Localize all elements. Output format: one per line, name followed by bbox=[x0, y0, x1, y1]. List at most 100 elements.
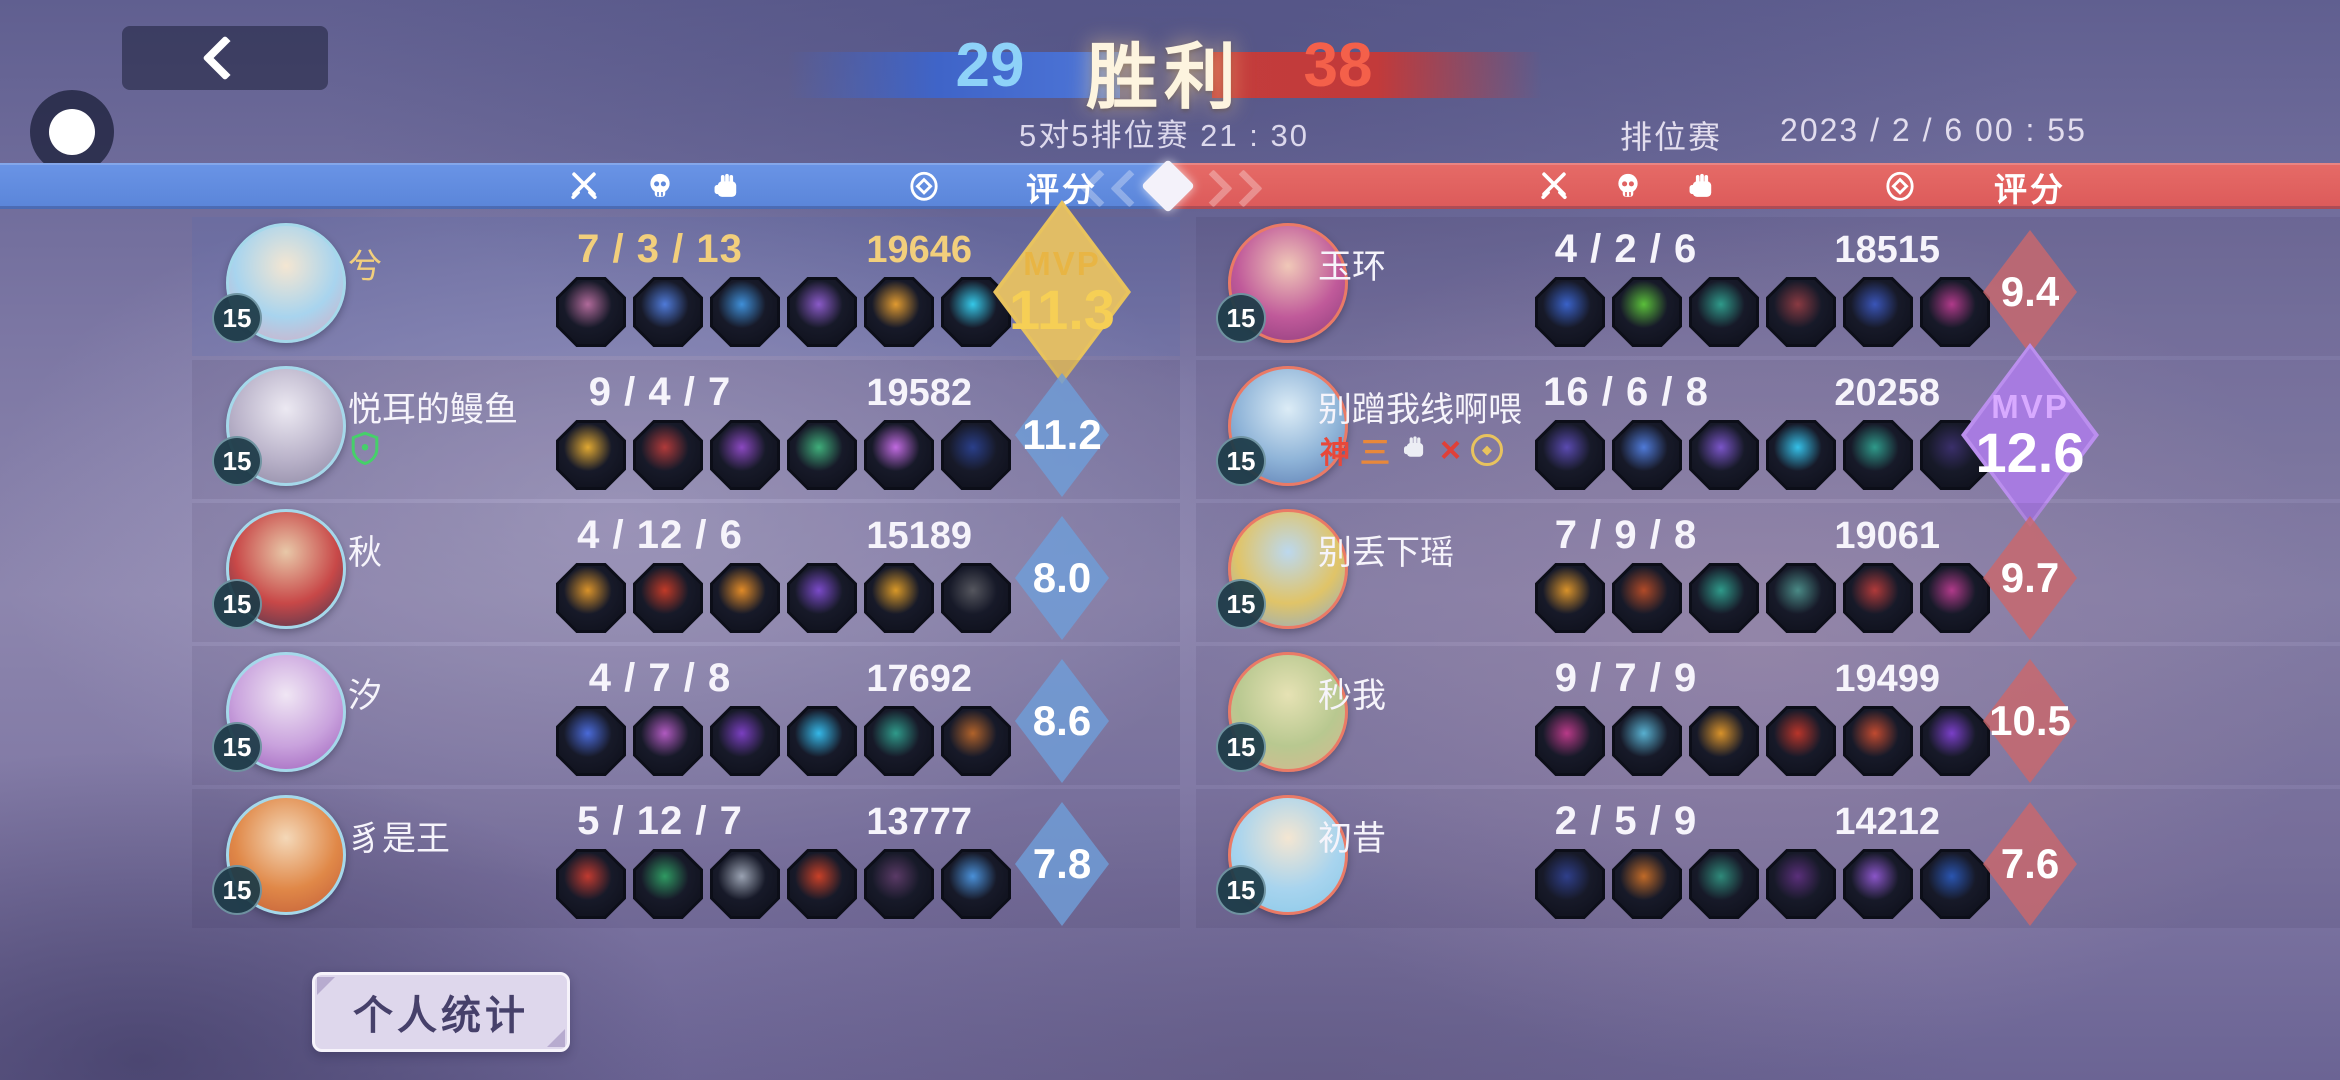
kda-value: 4 / 7 / 8 bbox=[588, 656, 732, 700]
personal-stats-button[interactable]: 个人统计 bbox=[312, 972, 570, 1052]
item-art bbox=[559, 566, 623, 630]
rating-badge: 8.0 bbox=[972, 507, 1152, 649]
player-name: 玉环 bbox=[1318, 248, 1386, 286]
player-name: 别丢下瑶 bbox=[1318, 534, 1454, 572]
item-icon[interactable] bbox=[1766, 277, 1836, 347]
item-icon[interactable] bbox=[1689, 563, 1759, 633]
item-icon[interactable] bbox=[1766, 420, 1836, 490]
player-row[interactable] bbox=[1196, 217, 2340, 356]
back-button[interactable] bbox=[122, 26, 328, 90]
item-art bbox=[1692, 423, 1756, 487]
item-icon[interactable] bbox=[1843, 563, 1913, 633]
item-icon[interactable] bbox=[787, 277, 857, 347]
kda-value: 4 / 12 / 6 bbox=[577, 513, 743, 557]
item-icon[interactable] bbox=[941, 849, 1011, 919]
avatar[interactable] bbox=[1228, 509, 1348, 629]
item-icon[interactable] bbox=[556, 706, 626, 776]
item-icon[interactable] bbox=[1689, 849, 1759, 919]
match-meta: 排位赛 2023 / 2 / 6 00 : 55 bbox=[1620, 112, 2180, 158]
item-icon[interactable] bbox=[633, 706, 703, 776]
item-icon[interactable] bbox=[1535, 420, 1605, 490]
item-icon[interactable] bbox=[633, 277, 703, 347]
item-art bbox=[1923, 280, 1987, 344]
item-icon[interactable] bbox=[787, 706, 857, 776]
camera-cutout bbox=[30, 90, 114, 174]
item-icon[interactable] bbox=[1535, 706, 1605, 776]
mvp-text: MVP 11.3 bbox=[1009, 247, 1115, 338]
item-icon[interactable] bbox=[787, 563, 857, 633]
item-icon[interactable] bbox=[633, 849, 703, 919]
player-row[interactable] bbox=[1196, 360, 2340, 499]
item-icon[interactable] bbox=[1843, 420, 1913, 490]
item-art bbox=[1846, 709, 1910, 773]
item-icon[interactable] bbox=[1535, 277, 1605, 347]
item-icon[interactable] bbox=[787, 420, 857, 490]
player-row[interactable] bbox=[1196, 789, 2340, 928]
item-icon[interactable] bbox=[864, 420, 934, 490]
item-icon[interactable] bbox=[1920, 849, 1990, 919]
level-badge: 15 bbox=[1216, 293, 1266, 343]
item-icon[interactable] bbox=[556, 849, 626, 919]
item-icon[interactable] bbox=[1843, 849, 1913, 919]
match-datetime: 2023 / 2 / 6 00 : 55 bbox=[1780, 112, 2087, 148]
item-icon[interactable] bbox=[1689, 420, 1759, 490]
item-icon[interactable] bbox=[1535, 563, 1605, 633]
item-icon[interactable] bbox=[710, 277, 780, 347]
player-row[interactable] bbox=[1196, 646, 2340, 785]
item-art bbox=[944, 423, 1008, 487]
fist-badge-icon bbox=[1400, 433, 1430, 468]
item-row bbox=[556, 706, 1011, 776]
item-icon[interactable] bbox=[556, 420, 626, 490]
avatar[interactable] bbox=[226, 366, 346, 486]
kda-value: 5 / 12 / 7 bbox=[577, 799, 743, 843]
item-icon[interactable] bbox=[556, 277, 626, 347]
item-icon[interactable] bbox=[787, 849, 857, 919]
item-art bbox=[1538, 566, 1602, 630]
player-row[interactable] bbox=[1196, 503, 2340, 642]
item-icon[interactable] bbox=[1689, 706, 1759, 776]
item-icon[interactable] bbox=[941, 563, 1011, 633]
item-icon[interactable] bbox=[710, 849, 780, 919]
item-icon[interactable] bbox=[864, 849, 934, 919]
item-icon[interactable] bbox=[710, 420, 780, 490]
item-icon[interactable] bbox=[1612, 563, 1682, 633]
camera-cutout-inner bbox=[49, 109, 95, 155]
rating-value: 10.5 bbox=[1989, 697, 2071, 744]
item-icon[interactable] bbox=[1766, 563, 1836, 633]
item-art bbox=[1923, 852, 1987, 916]
item-icon[interactable] bbox=[1843, 706, 1913, 776]
item-icon[interactable] bbox=[1612, 849, 1682, 919]
kda-value: 7 / 9 / 8 bbox=[1554, 513, 1698, 557]
item-icon[interactable] bbox=[1766, 849, 1836, 919]
kda-value: 7 / 3 / 13 bbox=[577, 227, 743, 271]
item-art bbox=[790, 566, 854, 630]
item-art bbox=[1538, 709, 1602, 773]
rating-badge: 7.6 bbox=[1940, 793, 2120, 935]
item-art bbox=[713, 709, 777, 773]
item-icon[interactable] bbox=[1612, 706, 1682, 776]
item-icon[interactable] bbox=[864, 563, 934, 633]
item-icon[interactable] bbox=[710, 563, 780, 633]
item-icon[interactable] bbox=[1766, 706, 1836, 776]
item-icon[interactable] bbox=[556, 563, 626, 633]
item-icon[interactable] bbox=[1920, 277, 1990, 347]
item-row bbox=[1535, 277, 1990, 347]
item-icon[interactable] bbox=[1920, 563, 1990, 633]
item-icon[interactable] bbox=[710, 706, 780, 776]
item-icon[interactable] bbox=[1689, 277, 1759, 347]
item-icon[interactable] bbox=[1535, 849, 1605, 919]
rating-value: 11.3 bbox=[1009, 277, 1115, 341]
item-icon[interactable] bbox=[1612, 277, 1682, 347]
item-icon[interactable] bbox=[633, 563, 703, 633]
item-icon[interactable] bbox=[864, 277, 934, 347]
item-icon[interactable] bbox=[941, 706, 1011, 776]
item-art bbox=[713, 280, 777, 344]
item-icon[interactable] bbox=[864, 706, 934, 776]
item-icon[interactable] bbox=[1612, 420, 1682, 490]
item-icon[interactable] bbox=[1843, 277, 1913, 347]
item-icon[interactable] bbox=[941, 420, 1011, 490]
player-name: 豸是王 bbox=[348, 820, 450, 858]
item-icon[interactable] bbox=[633, 420, 703, 490]
item-icon[interactable] bbox=[1920, 706, 1990, 776]
item-art bbox=[867, 709, 931, 773]
